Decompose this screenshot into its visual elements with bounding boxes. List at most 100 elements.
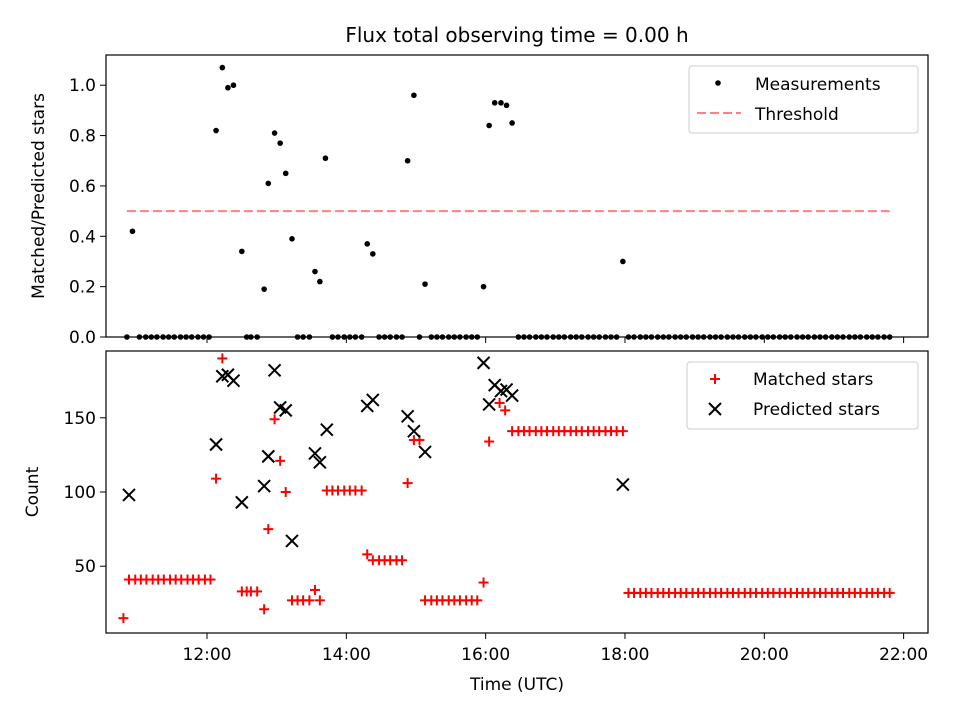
count-x-tick-label: 22:00 (879, 645, 928, 665)
count-y-axis-label: Count (23, 466, 43, 517)
predicted-star-point (313, 455, 327, 470)
legend-predicted-label: Predicted stars (753, 400, 880, 420)
count-x-tick-label: 18:00 (600, 645, 649, 665)
count-x-axis-label: Time (UTC) (469, 675, 564, 695)
measurement-point (265, 180, 272, 187)
ratio-y-tick-label: 0.4 (69, 227, 96, 247)
measurement-point (213, 127, 219, 134)
predicted-star-point (400, 409, 415, 424)
matched-star-point (217, 353, 228, 364)
matched-star-point (118, 613, 129, 624)
count-x-tick-label: 12:00 (183, 645, 232, 665)
ratio-y-tick-label: 0.8 (69, 127, 96, 147)
measurement-point (411, 92, 417, 99)
predicted-star-point (366, 393, 380, 407)
predicted-star-point (407, 424, 421, 438)
measurement-point (225, 84, 231, 91)
legend-matched-marker (710, 374, 720, 384)
measurement-point (486, 122, 492, 129)
count-legend-box (686, 361, 919, 430)
matched-star-point (205, 574, 216, 585)
matched-star-point (211, 473, 222, 484)
measurement-point (312, 268, 318, 275)
measurement-point (364, 241, 371, 247)
predicted-star-point (235, 495, 249, 510)
count-y-tick-label: 100 (64, 483, 96, 503)
ratio-panel: 0.0 0.2 0.4 0.6 0.8 1.0 Matched/Predicted sta… (29, 54, 929, 348)
matched-star-point (478, 577, 489, 588)
measurement-point (498, 100, 504, 106)
measurement-point (277, 140, 283, 146)
predicted-star-point (279, 403, 293, 418)
predicted-star-point (308, 446, 322, 461)
predicted-star-point (267, 363, 282, 378)
predicted-star-point (616, 477, 630, 492)
legend-measurements-marker (715, 80, 721, 86)
matched-star-point (252, 586, 263, 597)
measurement-point (261, 286, 267, 292)
count-panel-frame (105, 350, 929, 634)
predicted-star-point (285, 534, 299, 548)
chart-title: Flux total observing time = 0.00 h (345, 23, 688, 47)
predicted-star-point (209, 437, 223, 452)
legend-measurements-label: Measurements (755, 75, 881, 95)
matched-star-point (362, 549, 373, 560)
predicted-star-point (418, 445, 432, 459)
measurement-point (491, 100, 498, 106)
ratio-panel-frame (105, 54, 929, 338)
matched-star-point (269, 414, 280, 425)
predicted-star-point (320, 422, 334, 437)
measurement-point (289, 236, 295, 242)
ratio-legend-box (688, 65, 919, 134)
matched-star-point (472, 595, 483, 606)
predicted-star-point (261, 449, 276, 464)
measurement-point (422, 281, 428, 287)
matched-star-point (280, 487, 291, 497)
measurement-point (129, 228, 136, 235)
predicted-star-point (226, 373, 241, 388)
predicted-star-point (257, 479, 271, 493)
count-plot-area (118, 353, 895, 624)
predicted-star-point (482, 397, 496, 412)
matched-star-point (884, 587, 895, 598)
count-legend: Matched stars Predicted stars (686, 361, 919, 430)
measurement-point (317, 278, 323, 285)
matched-star-point (356, 485, 367, 496)
count-y-tick-label: 150 (64, 409, 96, 429)
matched-star-point (275, 455, 286, 466)
matched-star-point (309, 584, 320, 595)
count-y-axis: 50 100 150 (64, 409, 106, 577)
count-x-tick-label: 14:00 (322, 645, 371, 665)
measurement-point (370, 251, 376, 257)
ratio-y-tick-label: 0.6 (69, 177, 96, 197)
measurement-point (620, 258, 626, 265)
measurement-point (503, 102, 510, 109)
ratio-y-tick-label: 1.0 (69, 76, 96, 96)
count-x-axis: 12:00 14:00 16:00 18:00 20:00 22:00 (183, 633, 928, 665)
count-x-tick-label: 20:00 (740, 645, 789, 665)
count-y-tick-label: 50 (74, 557, 96, 577)
measurement-point (219, 64, 226, 71)
measurement-point (322, 155, 329, 162)
matched-star-point (259, 604, 270, 615)
ratio-y-axis-label: Matched/Predicted stars (29, 93, 49, 299)
measurement-point (239, 248, 245, 255)
measurement-point (404, 157, 411, 164)
ratio-y-tick-label: 0.2 (69, 278, 96, 298)
predicted-star-point (122, 488, 136, 502)
predicted-star-point (505, 388, 519, 403)
matched-star-point (314, 595, 325, 606)
legend-predicted-marker (708, 402, 722, 416)
matched-star-point (304, 595, 315, 606)
count-x-tick-label: 16:00 (461, 645, 510, 665)
matched-star-point (484, 436, 495, 447)
matched-star-point (494, 397, 505, 408)
ratio-y-tick-label: 0.0 (69, 328, 96, 348)
ratio-legend: Measurements Threshold (688, 65, 919, 134)
matched-star-point (402, 478, 413, 489)
matched-star-point (617, 426, 628, 437)
measurement-point (282, 170, 289, 177)
legend-threshold-label: Threshold (754, 105, 839, 125)
measurement-point (230, 82, 237, 89)
